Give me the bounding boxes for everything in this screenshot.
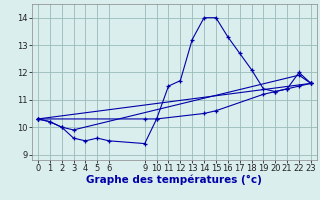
X-axis label: Graphe des températures (°c): Graphe des températures (°c) (86, 175, 262, 185)
